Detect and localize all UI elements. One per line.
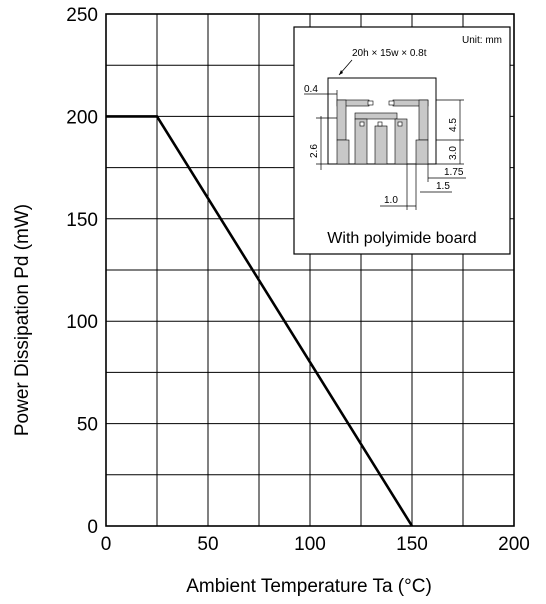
series-group [106,115,414,527]
right-vertical-trace [418,99,429,141]
dim-label-1-5: 1.5 [436,181,450,192]
inset-caption: With polyimide board [327,230,476,247]
dim-label-0-4: 0.4 [304,84,318,95]
dim-label-2-6: 2.6 [309,144,320,158]
inset-unit-label: Unit: mm [462,35,502,46]
y-tick-label: 50 [77,415,98,436]
left-vertical-trace [336,99,347,141]
plot-frame [105,13,515,527]
y-tick-label: 200 [66,107,98,128]
y-tick-label: 0 [87,517,98,538]
series-line [106,115,414,527]
x-tick-label: 50 [197,534,218,555]
dim-label-4-5: 4.5 [448,118,459,132]
pad-2 [354,118,368,165]
mid-trace-bridge [354,112,398,120]
dim-label-1-0: 1.0 [384,195,398,206]
copper-pattern [336,99,429,165]
y-axis-label: Power Dissipation Pd (mW) [12,204,33,436]
chip-pad-c [359,121,365,127]
chip-pad-b [388,100,395,106]
chip-pad-d [377,121,383,127]
plot-frame-group [105,13,515,527]
y-tick-labels: 0 50 100 150 200 250 [66,5,98,538]
pad-3 [374,125,388,165]
x-axis-label: Ambient Temperature Ta (°C) [186,576,432,597]
inset-box: Unit: mm 20h × 15w × 0.8t [293,26,511,255]
dimension-lines [304,90,466,210]
x-tick-label: 100 [294,534,326,555]
pad-1 [336,139,350,165]
chip-land [359,100,403,127]
y-tick-label: 100 [66,312,98,333]
dim-label-3-0: 3.0 [448,146,459,160]
x-tick-label: 200 [498,534,530,555]
chip-pad-e [397,121,403,127]
y-tick-label: 150 [66,210,98,231]
inset-board-spec: 20h × 15w × 0.8t [352,48,427,59]
pad-4 [394,118,408,165]
dim-label-1-75: 1.75 [444,167,464,178]
pad-5 [415,139,429,165]
x-tick-label: 0 [101,534,112,555]
chip-pad-a [367,100,374,106]
y-tick-label: 250 [66,5,98,26]
x-tick-labels: 0 50 100 150 200 [101,534,530,555]
spec-leader-arrow [339,70,343,75]
x-tick-label: 150 [396,534,428,555]
